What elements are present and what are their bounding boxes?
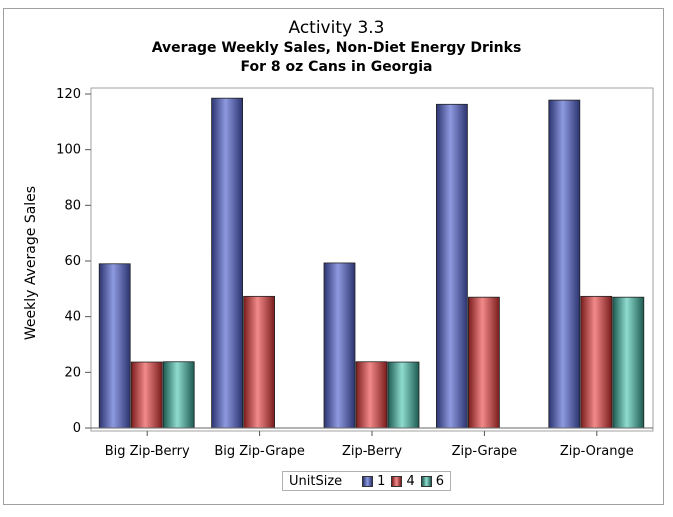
chart-title: Activity 3.3	[288, 18, 385, 38]
x-tick-label: Big Zip-Berry	[105, 444, 190, 459]
legend-swatch-1	[362, 475, 374, 487]
legend-swatch-4	[391, 475, 403, 487]
legend-title: UnitSize	[289, 473, 343, 489]
x-axis: Big Zip-Berry Big Zip-Grape Zip-Berry Zip-G…	[105, 431, 634, 459]
x-tick-label: Zip-Berry	[342, 444, 402, 459]
bar-big-zip-berry-unitsize-4	[130, 361, 163, 429]
bar-zip-grape-unitsize-4	[467, 296, 500, 429]
bars	[91, 97, 653, 429]
legend-label-6: 6	[435, 473, 444, 489]
chart-subtitle-line-1: Average Weekly Sales, Non-Diet Energy Dr…	[151, 40, 522, 56]
legend-item-unitsize-6: 6	[420, 473, 444, 489]
bar-zip-orange-unitsize-4	[580, 295, 613, 429]
bar-big-zip-berry-unitsize-6	[162, 361, 195, 429]
bar-big-zip-grape-unitsize-4	[243, 295, 276, 429]
legend-label-4: 4	[406, 473, 415, 489]
bar-zip-berry-unitsize-1	[323, 262, 356, 429]
legend-item-unitsize-1: 1	[362, 474, 385, 489]
y-tick-label: 60	[64, 254, 81, 269]
bar-zip-orange-unitsize-1	[548, 99, 581, 429]
bar-zip-grape-unitsize-1	[435, 103, 468, 429]
legend-swatch-6	[420, 475, 432, 487]
bar-big-zip-berry-unitsize-1	[98, 263, 131, 429]
y-tick-label: 120	[56, 87, 81, 102]
chart-subtitle-line-2: For 8 oz Cans in Georgia	[240, 59, 433, 75]
bar-zip-berry-unitsize-4	[355, 361, 388, 429]
y-tick-label: 100	[56, 143, 81, 158]
y-tick-label: 80	[64, 198, 81, 213]
y-tick-label: 40	[64, 310, 81, 325]
y-tick-label: 0	[73, 421, 81, 436]
chart-frame	[3, 8, 664, 505]
legend-label-1: 1	[377, 473, 386, 489]
bar-zip-berry-unitsize-6	[387, 361, 420, 429]
bar-zip-orange-unitsize-6	[612, 296, 645, 429]
x-tick-label: Big Zip-Grape	[214, 444, 305, 459]
x-tick-label: Zip-Grape	[452, 444, 518, 459]
bar-big-zip-grape-unitsize-1	[211, 97, 244, 429]
x-tick-label: Zip-Orange	[560, 444, 634, 459]
y-axis: 0 20 40 60 80 100 120	[56, 87, 91, 436]
y-tick-label: 20	[64, 365, 81, 380]
legend-item-unitsize-4: 4	[391, 473, 415, 489]
legend: UnitSize 1 4 6	[282, 471, 451, 491]
